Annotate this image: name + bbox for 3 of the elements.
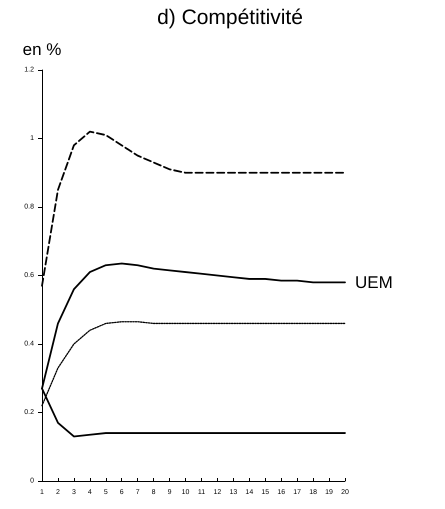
y-axis-title: en % <box>22 40 62 59</box>
series-label: UEM <box>355 272 393 292</box>
chart-title: d) Compétitivité <box>157 6 303 29</box>
